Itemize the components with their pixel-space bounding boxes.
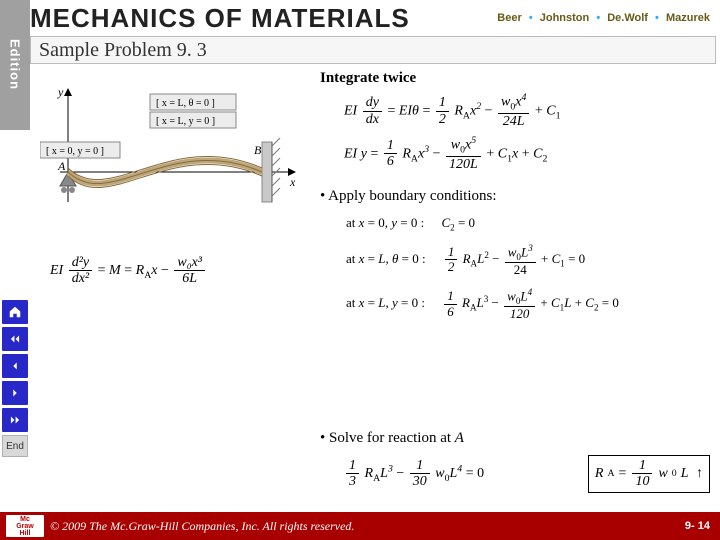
y-axis-label: y — [57, 85, 64, 99]
bc-heading: • Apply boundary conditions: — [320, 188, 710, 205]
edition-tag: Edition — [0, 0, 30, 130]
bc-box-2: [ x = L, y = 0 ] — [156, 116, 215, 127]
equation-1: EI dydx = EIθ = 12 RAx2 − w0x424L + C1 — [344, 93, 710, 130]
author-3: De.Wolf — [607, 12, 648, 24]
bc-line-2: at x = L, θ = 0 : 12 RAL2 − w0L324 + C1 … — [346, 243, 710, 277]
solve-equation: 13 RAL3 − 130 w0L4 = 0 — [344, 458, 484, 490]
integrate-heading: Integrate twice — [320, 70, 710, 87]
beam-svg: y x [ x = L, θ = 0 ] [ x = L, y = 0 ] [ … — [40, 82, 300, 227]
footer: © 2009 The Mc.Graw-Hill Companies, Inc. … — [0, 512, 720, 540]
header: MECHANICS OF MATERIALS Beer • Johnston •… — [30, 0, 720, 36]
content-right: Integrate twice EI dydx = EIθ = 12 RAx2 … — [320, 70, 710, 331]
x-axis-label: x — [289, 175, 296, 189]
author-1: Beer — [497, 12, 521, 24]
author-4: Mazurek — [666, 12, 710, 24]
point-A: A — [57, 159, 66, 173]
nav-buttons: End — [0, 300, 30, 457]
dot-icon: • — [596, 12, 600, 24]
right-icon — [8, 386, 22, 400]
dot-icon: • — [655, 12, 659, 24]
solve-heading: • Solve for reaction at A — [320, 430, 710, 447]
boxed-result: RA = 110 w0L ↑ — [588, 455, 710, 493]
page-number: 9- 14 — [685, 520, 710, 532]
nav-end-button[interactable]: End — [2, 435, 28, 457]
left-icon — [8, 359, 22, 373]
nav-next-button[interactable] — [2, 381, 28, 405]
mcgraw-hill-logo: Mc Graw Hill — [6, 515, 44, 537]
subtitle-bar: Sample Problem 9. 3 — [30, 36, 716, 64]
authors: Beer • Johnston • De.Wolf • Mazurek — [497, 12, 710, 24]
nav-next-section-button[interactable] — [2, 408, 28, 432]
nav-home-button[interactable] — [2, 300, 28, 324]
copyright-text: © 2009 The Mc.Graw-Hill Companies, Inc. … — [50, 519, 354, 534]
bc-line-3: at x = L, y = 0 : 16 RAL3 − w0L4120 + C1… — [346, 287, 710, 321]
author-2: Johnston — [540, 12, 590, 24]
home-icon — [8, 305, 22, 319]
dot-icon: • — [529, 12, 533, 24]
beam-figure: y x [ x = L, θ = 0 ] [ x = L, y = 0 ] [ … — [40, 82, 300, 227]
solve-section: • Solve for reaction at A 13 RAL3 − 130 … — [320, 430, 710, 493]
double-left-icon — [8, 332, 22, 346]
bc-box-1: [ x = L, θ = 0 ] — [156, 98, 215, 109]
double-right-icon — [8, 413, 22, 427]
subtitle-text: Sample Problem 9. 3 — [39, 39, 207, 62]
bc-line-1: at x = 0, y = 0 : C2 = 0 — [346, 215, 710, 233]
nav-prev-button[interactable] — [2, 354, 28, 378]
governing-equation: EI d²ydx² = M = RAx − w₀x³6L — [50, 255, 207, 287]
nav-prev-section-button[interactable] — [2, 327, 28, 351]
point-B: B — [254, 143, 262, 157]
equation-2: EI y = 16 RAx3 − w0x5120L + C1x + C2 — [344, 136, 710, 173]
main-title: MECHANICS OF MATERIALS — [30, 3, 410, 34]
bc-box-3: [ x = 0, y = 0 ] — [46, 146, 104, 157]
